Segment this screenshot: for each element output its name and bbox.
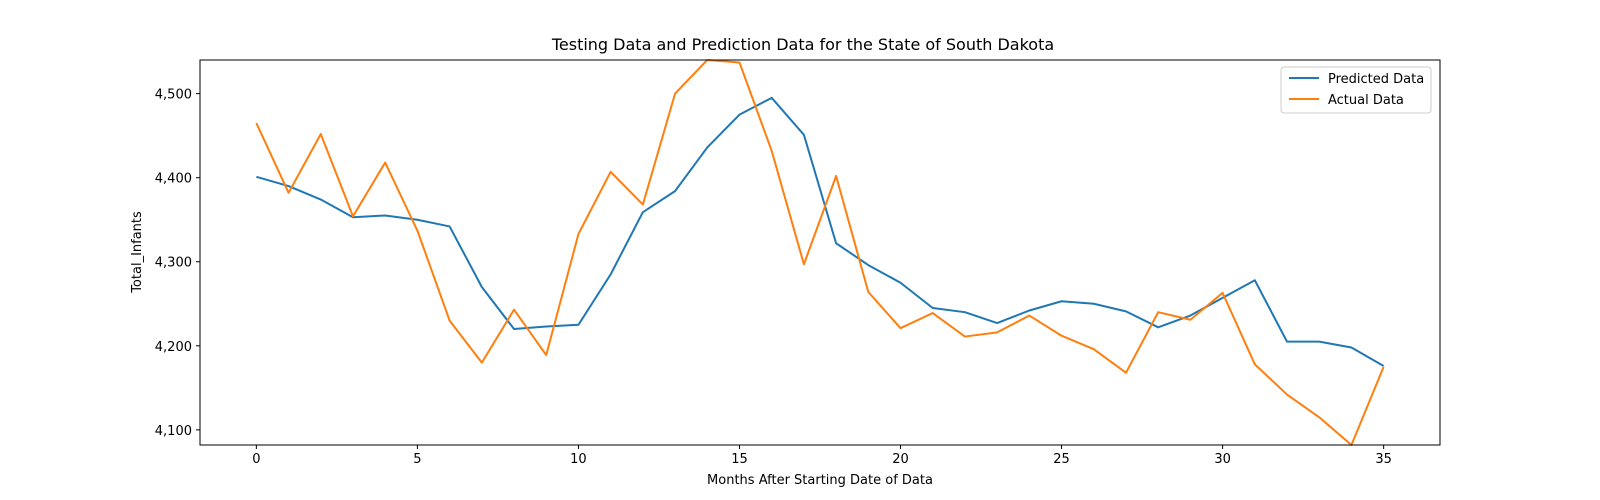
ticks-layer: 0 5 10 15 20 25 30 35 4,100 4,200 4,300 4,400 4,500 xyxy=(155,88,1392,467)
series-line-predicted-data xyxy=(256,96,1385,367)
x-tick-label: 10 xyxy=(570,452,587,467)
series-layer xyxy=(255,59,1385,446)
x-tick-label: 15 xyxy=(731,452,748,467)
y-tick-label: 4,100 xyxy=(155,424,192,439)
chart-title: Testing Data and Prediction Data for the… xyxy=(551,35,1054,54)
y-tick-label: 4,400 xyxy=(155,172,192,187)
legend-label-actual-data: Actual Data xyxy=(1328,93,1404,108)
plot-area-frame xyxy=(199,59,1441,446)
x-tick-label: 30 xyxy=(1214,452,1231,467)
y-axis-title: Total_Infants xyxy=(130,211,145,294)
x-axis-title: Months After Starting Date of Data xyxy=(707,473,933,488)
y-tick-label: 4,300 xyxy=(155,256,192,271)
x-tick-label: 5 xyxy=(413,452,421,467)
series-line-actual-data xyxy=(255,59,1385,446)
y-tick-label: 4,200 xyxy=(155,340,192,355)
x-tick-label: 35 xyxy=(1375,452,1392,467)
x-tick-label: 0 xyxy=(252,452,260,467)
x-tick-label: 25 xyxy=(1053,452,1070,467)
x-tick-label: 20 xyxy=(892,452,909,467)
legend-label-predicted-data: Predicted Data xyxy=(1328,72,1424,87)
legend: Predicted Data Actual Data xyxy=(1280,66,1432,114)
y-tick-label: 4,500 xyxy=(155,88,192,103)
